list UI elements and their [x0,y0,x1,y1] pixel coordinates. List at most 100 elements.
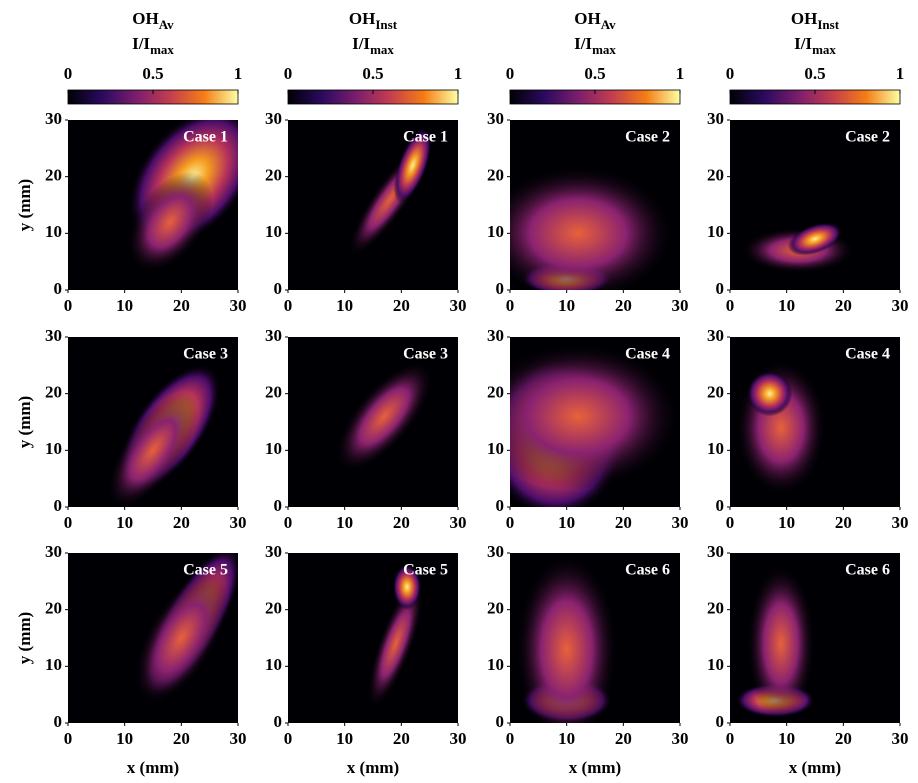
y-axis-label: y (mm) [15,396,34,448]
y-axis-label: y (mm) [15,179,34,231]
heatmap-image [735,359,827,496]
x-tick-label: 10 [778,296,795,315]
x-tick-label: 20 [393,729,410,748]
flame-region [134,571,229,705]
x-tick-label: 10 [778,513,795,532]
flame-region [107,392,199,507]
x-tick-label: 30 [230,513,247,532]
y-tick-label: 10 [45,222,62,241]
y-tick-label: 20 [707,383,724,402]
x-tick-label: 20 [835,296,852,315]
y-tick-label: 0 [54,496,63,515]
flame-region [747,371,793,417]
case-label: Case 5 [183,562,228,579]
title-sub: Av [159,17,174,32]
heatmap-image [367,564,424,708]
title-main: OH [349,9,375,28]
x-tick-label: 0 [284,729,293,748]
y-tick-label: 10 [487,439,504,458]
y-tick-label: 20 [265,166,282,185]
colorbar-tick-label: 1 [676,64,685,83]
y-tick-label: 0 [54,712,63,731]
y-tick-label: 30 [45,542,62,561]
x-tick-label: 10 [336,729,353,748]
flame-region [393,127,432,203]
y-tick-label: 0 [716,712,725,731]
x-tick-label: 30 [450,513,467,532]
x-tick-label: 0 [726,296,735,315]
x-tick-label: 30 [672,296,689,315]
x-tick-label: 10 [116,296,133,315]
case-label: Case 5 [403,562,448,579]
title-main: OH [791,9,817,28]
flame-region [392,564,422,610]
case-label: Case 2 [845,129,890,146]
x-tick-label: 30 [450,296,467,315]
y-tick-label: 0 [496,496,505,515]
y-tick-label: 0 [274,279,283,298]
column-scale: I/Imax [794,34,836,57]
x-tick-label: 10 [778,729,795,748]
x-tick-label: 30 [892,729,909,748]
x-tick-label: 10 [336,296,353,315]
colorbar-tick-label: 0.5 [142,64,163,83]
y-tick-label: 10 [45,439,62,458]
x-tick-label: 30 [892,513,909,532]
flame-region [787,222,843,256]
heatmap-image [515,553,618,723]
y-tick-label: 0 [496,712,505,731]
heatmap-image [134,553,238,705]
y-tick-label: 20 [265,599,282,618]
scale-main: I/I [794,34,812,53]
x-axis-label: x (mm) [569,758,621,777]
y-tick-label: 30 [265,109,282,128]
case-label: Case 4 [845,346,890,363]
x-tick-label: 20 [615,513,632,532]
title-main: OH [132,9,158,28]
y-tick-label: 0 [496,279,505,298]
case-label: Case 2 [625,129,670,146]
heatmap-image [510,165,675,290]
x-tick-label: 0 [284,296,293,315]
x-tick-label: 10 [336,513,353,532]
flame-region [515,553,618,723]
colorbar-tick-label: 0.5 [584,64,605,83]
colorbar-tick-label: 0.5 [804,64,825,83]
y-tick-label: 20 [265,383,282,402]
y-tick-label: 20 [45,166,62,185]
x-axis-label: x (mm) [347,758,399,777]
y-tick-label: 20 [45,599,62,618]
scale-sub: max [592,42,616,57]
y-tick-label: 10 [265,655,282,674]
x-tick-label: 10 [116,513,133,532]
x-tick-label: 10 [558,729,575,748]
x-tick-label: 0 [506,296,515,315]
y-tick-label: 30 [707,326,724,345]
flame-region [367,579,424,708]
y-tick-label: 20 [487,383,504,402]
x-tick-label: 20 [173,296,190,315]
colorbar-tick-label: 0 [506,64,515,83]
y-tick-label: 20 [707,166,724,185]
x-tick-label: 10 [558,296,575,315]
x-tick-label: 20 [393,296,410,315]
y-tick-label: 10 [487,655,504,674]
scale-main: I/I [132,34,150,53]
x-tick-label: 0 [284,513,293,532]
x-tick-label: 0 [726,729,735,748]
scale-sub: max [150,42,174,57]
y-tick-label: 0 [716,279,725,298]
case-label: Case 1 [183,129,228,146]
column-scale: I/Imax [132,34,174,57]
column-title: OHAv [574,9,616,32]
x-tick-label: 0 [64,296,73,315]
title-sub: Inst [375,17,397,32]
colorbar-tick-label: 0 [64,64,73,83]
y-tick-label: 30 [707,542,724,561]
flame-region [510,165,675,290]
heatmap-image [510,342,680,507]
y-tick-label: 10 [487,222,504,241]
x-tick-label: 0 [726,513,735,532]
x-tick-label: 0 [64,513,73,532]
y-tick-label: 10 [707,439,724,458]
